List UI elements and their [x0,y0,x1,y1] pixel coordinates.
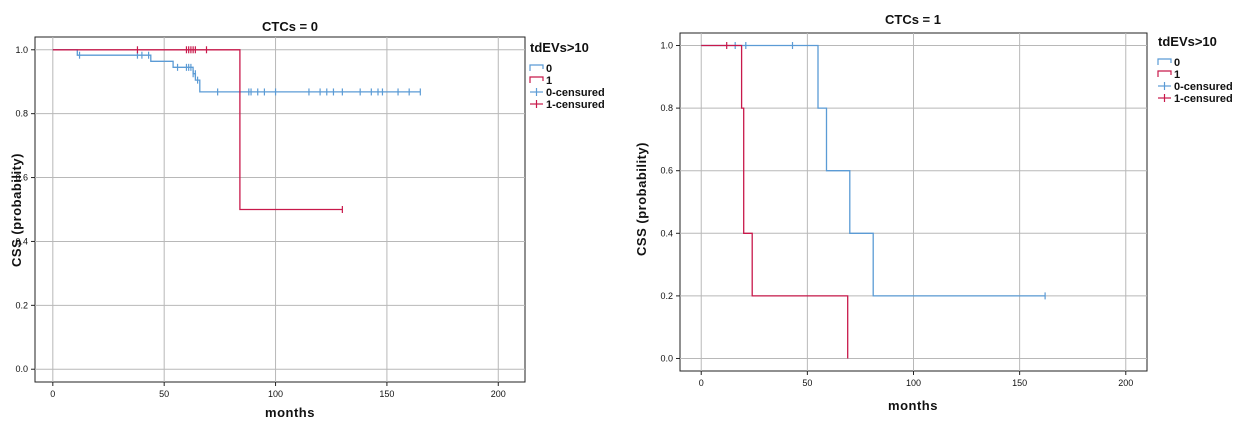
x-tick-label: 100 [268,389,283,399]
x-tick-label: 50 [159,389,169,399]
y-axis-ticks: 0.0 0.2 0.4 0.6 0.8 1.0 [660,41,680,363]
chart-title: CTCs = 0 [262,19,318,34]
legend-entry-label: 1-censured [546,99,605,111]
x-axis-ticks: 0 50 100 150 200 [50,382,506,399]
y-tick-label: 0.8 [15,109,28,119]
legend-step-swatch [1157,70,1172,77]
x-tick-label: 150 [1012,378,1027,388]
x-tick-label: 200 [491,389,506,399]
y-tick-label: 0.4 [660,228,673,238]
x-axis-ticks: 0 50 100 150 200 [699,371,1133,388]
panel-ctcs-1: CTCs = 1 0 50 100 150 200 0.0 0.2 0.4 0.6 0.8 1.0… [634,12,1233,413]
y-tick-label: 0.4 [15,236,28,246]
y-tick-label: 0.2 [660,291,673,301]
legend-entry-label: 0 [1174,57,1180,69]
y-tick-label: 0.6 [660,166,673,176]
chart-title: CTCs = 1 [885,12,941,27]
x-axis-label: months [888,398,938,413]
y-axis-ticks: 0.0 0.2 0.4 0.6 0.8 1.0 [15,45,35,374]
legend-entry-label: 0-censured [546,87,605,99]
y-tick-label: 0.8 [660,103,673,113]
y-axis-label: CSS (probability) [9,153,24,267]
km-curve-group-1 [52,49,343,211]
y-tick-label: 0.0 [660,353,673,363]
y-axis-label: CSS (probability) [634,142,649,256]
legend-title: tdEVs>10 [530,40,589,55]
km-curve-group-1 [701,44,849,359]
y-tick-label: 1.0 [660,41,673,51]
y-tick-label: 0.2 [15,300,28,310]
x-tick-label: 150 [379,389,394,399]
legend-entry-label: 0-censured [1174,81,1233,93]
km-curve-group-0 [52,49,421,93]
x-tick-label: 200 [1118,378,1133,388]
x-axis-label: months [265,405,315,420]
y-tick-label: 0.6 [15,173,28,183]
y-tick-label: 0.0 [15,364,28,374]
x-tick-label: 50 [802,378,812,388]
x-tick-label: 100 [906,378,921,388]
series-group [52,46,421,213]
legend-entry-label: 1-censured [1174,93,1233,105]
y-tick-label: 1.0 [15,45,28,55]
legend-step-swatch [529,64,544,71]
legend-entry-label: 0 [546,63,552,75]
x-tick-label: 0 [50,389,55,399]
legend-title: tdEVs>10 [1158,34,1217,49]
x-tick-label: 0 [699,378,704,388]
series-group [701,42,1046,359]
km-curve-group-0 [701,44,1046,297]
legend-entry-label: 1 [1174,69,1180,81]
legend-step-swatch [529,76,544,83]
grid-lines [35,37,525,382]
legend-entry-label: 1 [546,75,552,87]
legend-step-swatch [1157,58,1172,65]
panel-ctcs-0: CTCs = 0 0 50 100 150 200 0.0 0.2 0.4 0.6 0.8 1.0… [9,19,605,420]
